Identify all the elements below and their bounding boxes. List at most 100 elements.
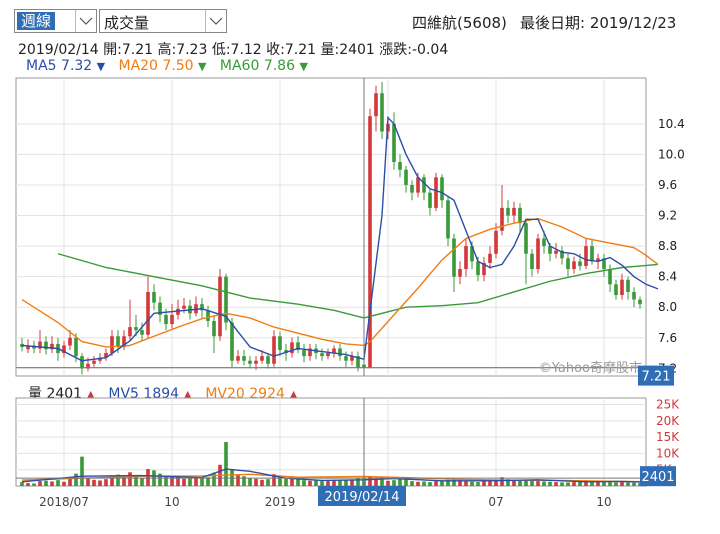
volume-bar xyxy=(350,479,354,486)
volume-bar xyxy=(230,469,234,486)
ohlc-readout: 2019/02/14 開:7.21 高:7.23 低:7.12 收:7.21 量… xyxy=(18,42,449,58)
price-tick-label: 9.2 xyxy=(658,209,677,223)
volume-bar xyxy=(278,476,282,486)
candle-body xyxy=(632,291,636,300)
stock-name: 四維航(5608) xyxy=(412,14,507,32)
candle-body xyxy=(92,360,96,364)
time-tick-label: 10 xyxy=(164,495,179,509)
volume-tick-label: 20K xyxy=(656,414,680,428)
candle-body xyxy=(518,207,522,224)
candle-body xyxy=(218,276,222,337)
candle-body xyxy=(254,360,258,364)
candle-body xyxy=(158,302,162,315)
volume-bar xyxy=(602,481,606,486)
volume-tick-label: 10K xyxy=(656,446,680,460)
volume-bar xyxy=(242,476,246,486)
volume-bar xyxy=(452,479,456,486)
volume-bar xyxy=(614,482,618,486)
candle-body xyxy=(422,177,426,193)
period-select[interactable]: 週線 xyxy=(14,9,97,33)
candle-body xyxy=(134,327,138,331)
candle-body xyxy=(500,207,504,231)
candle-body xyxy=(284,350,288,354)
volume-bar xyxy=(224,442,228,486)
volume-bar xyxy=(296,479,300,486)
period-select-value: 週線 xyxy=(17,12,56,30)
volume-bar xyxy=(578,481,582,486)
volume-bar xyxy=(332,480,336,486)
candle-body xyxy=(584,246,588,266)
candle-body xyxy=(602,258,606,270)
time-tick-label: 07 xyxy=(488,495,503,509)
volume-bar xyxy=(620,482,624,486)
candle-body xyxy=(614,284,618,296)
volume-bar xyxy=(512,480,516,486)
candle-body xyxy=(140,330,144,335)
volume-bar xyxy=(536,481,540,486)
candle-body xyxy=(338,348,342,357)
candle-body xyxy=(410,184,414,193)
volume-bar xyxy=(494,479,498,486)
volume-bar xyxy=(26,483,30,486)
candle-body xyxy=(320,353,324,357)
volume-bar xyxy=(428,482,432,486)
candle-body xyxy=(332,348,336,354)
price-tick-label: 8.8 xyxy=(658,239,677,253)
crosshair-volume-label-box xyxy=(640,466,676,487)
candle-body xyxy=(104,353,108,358)
volume-bar xyxy=(344,480,348,486)
volume-bar xyxy=(440,480,444,486)
volume-bar xyxy=(416,481,420,486)
candle-body xyxy=(560,250,564,259)
volume-bar xyxy=(44,480,48,486)
volume-bar xyxy=(20,482,24,486)
candle-body xyxy=(344,356,348,361)
candle-body xyxy=(368,116,372,368)
volume-bar xyxy=(566,482,570,486)
volume-bar xyxy=(266,479,270,486)
volume-panel-frame xyxy=(15,397,647,487)
volume-bar xyxy=(188,478,192,486)
volume-bar xyxy=(320,481,324,486)
candle-body xyxy=(452,238,456,277)
volume-bar xyxy=(368,476,372,486)
candle-body xyxy=(302,350,306,357)
volume-bar xyxy=(524,479,528,486)
candle-body xyxy=(620,279,624,296)
volume-bar xyxy=(632,482,636,486)
volume-bar xyxy=(560,482,564,486)
volume-bar xyxy=(308,480,312,486)
volume-bar xyxy=(140,477,144,486)
volume-bar xyxy=(608,482,612,486)
indicator-select-value: 成交量 xyxy=(104,14,150,32)
volume-bar xyxy=(584,480,588,486)
volume-bar xyxy=(50,481,54,486)
volume-bar xyxy=(122,477,126,486)
candle-body xyxy=(278,336,282,351)
candle-body xyxy=(308,348,312,357)
candle-body xyxy=(494,230,498,254)
candle-body xyxy=(434,177,438,208)
candle-body xyxy=(38,341,42,349)
volume-bar xyxy=(506,479,510,486)
volume-bar xyxy=(290,477,294,486)
indicator-select[interactable]: 成交量 xyxy=(99,9,227,33)
volume-bar xyxy=(68,478,72,486)
candle-body xyxy=(392,123,396,163)
volume-bar xyxy=(260,479,264,486)
volume-bar xyxy=(110,475,114,486)
crosshair-volume-label: 2401 xyxy=(641,470,674,485)
candle-body xyxy=(242,356,246,361)
candle-body xyxy=(152,291,156,303)
volume-bar xyxy=(92,479,96,486)
crosshair-date-label-box xyxy=(318,486,406,506)
candle-body xyxy=(86,363,90,369)
volume-bar xyxy=(338,480,342,486)
volume-bar xyxy=(134,476,138,486)
volume-bar xyxy=(80,456,84,486)
candle-body xyxy=(428,192,432,208)
candle-body xyxy=(74,337,78,357)
volume-bar xyxy=(380,477,384,486)
candle-body xyxy=(398,162,402,170)
